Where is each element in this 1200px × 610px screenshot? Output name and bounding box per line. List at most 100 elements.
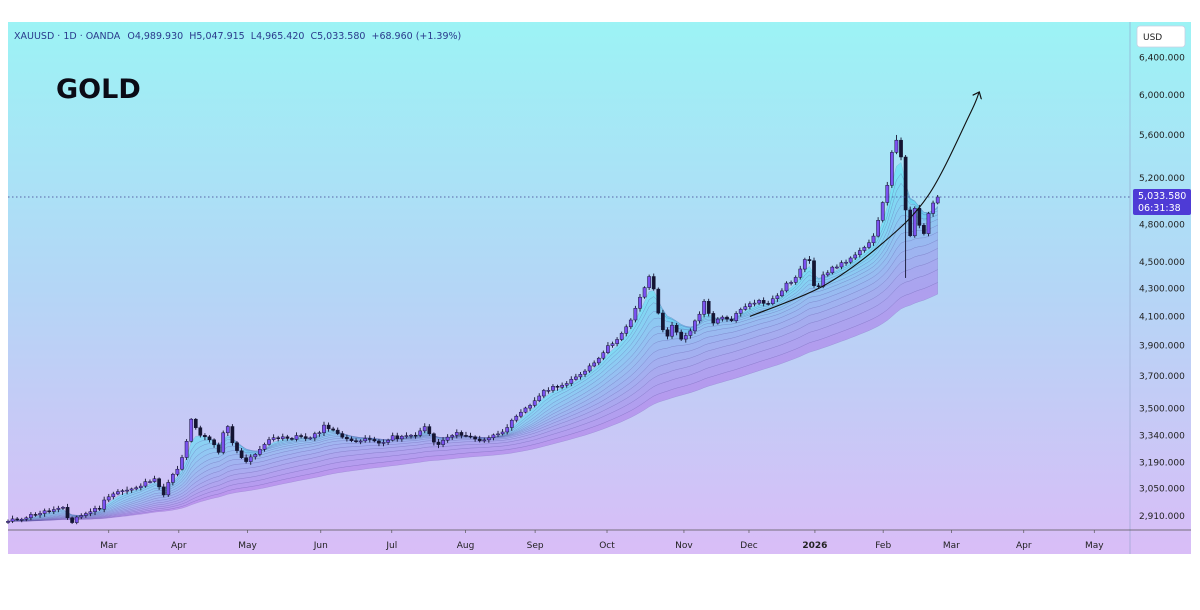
candle-body: [262, 444, 267, 450]
candle-body: [413, 434, 418, 437]
ribbon-band: [7, 162, 938, 522]
ribbon-band: [7, 231, 938, 522]
candle-body: [647, 276, 651, 288]
candle-body: [541, 390, 546, 397]
candle-body: [216, 444, 221, 453]
candle-body: [148, 481, 152, 483]
candle-body: [432, 433, 436, 443]
candle-body: [789, 282, 793, 284]
candle-body: [569, 379, 574, 384]
candle-body: [10, 518, 15, 522]
candle-body: [816, 285, 821, 287]
candle-body: [702, 301, 706, 315]
candle-body: [308, 437, 313, 440]
candle-body: [74, 516, 79, 523]
candles: [6, 134, 940, 525]
ribbon-band: [8, 269, 938, 522]
candle-body: [24, 517, 29, 520]
ribbon-bands: [7, 162, 938, 522]
y-tick-label: 3,700.000: [1139, 372, 1185, 382]
candle-body: [248, 456, 253, 462]
candle-body: [706, 301, 711, 314]
candle-body: [500, 431, 505, 435]
candle-body: [683, 335, 688, 340]
candle-body: [748, 303, 752, 307]
x-tick-label: Nov: [675, 541, 693, 551]
currency-selector-box[interactable]: [1136, 25, 1186, 48]
chart-title: GOLD: [56, 74, 141, 105]
x-tick-label: May: [1085, 541, 1104, 551]
candle-body: [207, 436, 212, 441]
candle-body: [354, 440, 358, 442]
low-label: L: [251, 31, 257, 42]
candle-body: [125, 489, 129, 492]
candle-body: [322, 424, 326, 433]
candle-body: [276, 437, 281, 439]
candle-body: [592, 362, 597, 367]
candle-body: [931, 202, 935, 214]
candle-body: [377, 440, 381, 444]
candle-body: [372, 439, 377, 442]
candle-body: [312, 433, 317, 439]
x-tick-label: Jul: [385, 541, 397, 551]
candle-body: [171, 474, 175, 483]
candle-body: [487, 437, 491, 441]
candle-body: [477, 438, 482, 442]
x-tick-label: Oct: [599, 541, 615, 551]
candle-body: [574, 376, 578, 380]
candle-body: [299, 435, 303, 437]
candle-body: [766, 303, 771, 305]
candle-body: [235, 442, 239, 451]
candle-body: [418, 430, 423, 436]
candle-body: [715, 318, 720, 324]
candle-body: [899, 139, 903, 158]
candle-body: [688, 330, 693, 336]
candle-body: [651, 276, 656, 290]
x-tick-label: Mar: [943, 541, 960, 551]
candle-body: [514, 415, 519, 421]
candle-body: [587, 365, 592, 372]
candle-body: [244, 457, 248, 462]
y-tick-label: 6,000.000: [1139, 91, 1185, 101]
candle-body: [56, 507, 61, 510]
candle-body: [88, 511, 93, 514]
ribbon-band: [7, 182, 938, 522]
candle-body: [280, 436, 285, 439]
candle-body: [102, 499, 107, 510]
candle-body: [386, 439, 390, 443]
candle-body: [97, 508, 102, 510]
currency-selector[interactable]: USD: [1136, 25, 1186, 48]
candle-body: [175, 468, 180, 475]
candle-body: [780, 290, 784, 297]
candle-body: [670, 324, 674, 337]
candle-body: [180, 457, 184, 470]
x-tick-label: 2026: [802, 541, 827, 551]
candle-body: [880, 202, 885, 221]
candle-body: [381, 442, 386, 444]
candle-body: [482, 439, 487, 442]
candle-body: [830, 266, 835, 274]
candle-body: [409, 434, 413, 437]
candle-body: [844, 261, 848, 264]
projection-arrow: [749, 93, 979, 317]
currency-label[interactable]: USD: [1143, 33, 1162, 43]
candle-body: [596, 357, 601, 364]
candle-body: [6, 521, 10, 523]
candle-body: [15, 518, 20, 521]
candle-body: [79, 515, 84, 518]
y-tick-label: 5,600.000: [1139, 131, 1185, 141]
candle-body: [903, 156, 908, 211]
candle-body: [267, 439, 271, 445]
candle-body: [610, 343, 615, 346]
candle-body: [473, 436, 477, 440]
candle-body: [711, 313, 716, 324]
candle-body: [399, 435, 404, 440]
candle-body: [720, 316, 725, 320]
candle-body: [802, 259, 807, 270]
open-value: 4,989.930: [135, 31, 183, 42]
candle-body: [807, 259, 812, 261]
candle-body: [661, 312, 665, 331]
candle-body: [203, 435, 207, 438]
y-tick-label: 3,500.000: [1139, 404, 1185, 414]
